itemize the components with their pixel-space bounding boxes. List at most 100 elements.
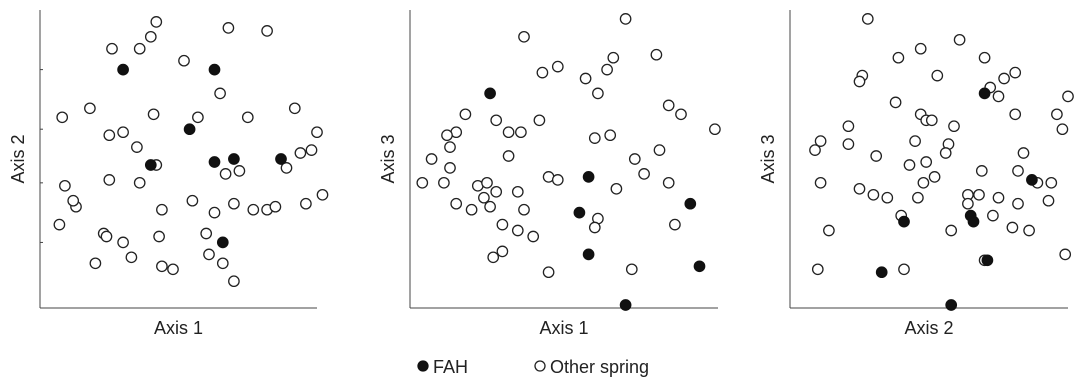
other-spring-point bbox=[131, 141, 143, 153]
fah-point bbox=[898, 215, 910, 228]
other-spring-point bbox=[928, 171, 941, 183]
other-spring-point bbox=[153, 230, 165, 243]
other-spring-point bbox=[438, 176, 450, 189]
fah-point bbox=[978, 87, 991, 100]
other-spring-point bbox=[625, 263, 638, 276]
other-spring-point bbox=[903, 159, 916, 171]
fah-point bbox=[117, 63, 129, 76]
other-spring-point bbox=[536, 66, 549, 79]
other-spring-point bbox=[1012, 165, 1024, 177]
other-spring-point bbox=[502, 150, 515, 162]
other-spring-point bbox=[892, 51, 905, 64]
other-spring-point bbox=[1062, 90, 1074, 103]
other-spring-point bbox=[1056, 123, 1069, 136]
other-spring-point bbox=[511, 185, 524, 198]
legend-other-marker bbox=[534, 360, 546, 372]
scatter-panel-1: Axis 1 Axis 2 bbox=[8, 10, 329, 338]
other-spring-point bbox=[53, 218, 66, 231]
other-spring-point bbox=[300, 197, 312, 210]
other-spring-point bbox=[669, 218, 681, 231]
other-spring-point bbox=[200, 227, 213, 240]
other-spring-point bbox=[490, 185, 503, 198]
other-spring-point bbox=[610, 182, 623, 195]
other-spring-point bbox=[650, 48, 663, 61]
other-spring-point bbox=[490, 114, 503, 127]
other-spring-point bbox=[973, 188, 985, 201]
other-spring-point bbox=[592, 87, 604, 100]
other-spring-point bbox=[216, 257, 229, 270]
fah-point bbox=[967, 215, 980, 228]
other-spring-point bbox=[853, 75, 866, 88]
other-spring-point bbox=[604, 129, 617, 142]
other-spring-point bbox=[441, 129, 453, 142]
other-spring-point bbox=[444, 162, 456, 174]
other-spring-point bbox=[607, 51, 620, 64]
x-axis-label: Axis 1 bbox=[539, 318, 588, 338]
other-spring-point bbox=[247, 203, 260, 216]
other-spring-point bbox=[898, 263, 910, 276]
other-spring-point bbox=[144, 30, 157, 43]
other-spring-point bbox=[953, 33, 966, 46]
other-spring-point bbox=[889, 96, 902, 109]
other-spring-point bbox=[975, 165, 988, 177]
other-spring-point bbox=[814, 135, 827, 147]
other-spring-point bbox=[998, 72, 1010, 85]
other-spring-point bbox=[103, 174, 116, 186]
other-spring-point bbox=[167, 263, 179, 276]
other-spring-point bbox=[305, 144, 318, 156]
other-spring-point bbox=[823, 224, 835, 237]
x-axis-label: Axis 2 bbox=[904, 318, 953, 338]
other-spring-point bbox=[106, 42, 118, 55]
scatter-panels: Axis 1 Axis 2 Axis 1 Axis 3 Axis 2 Axis 3 bbox=[8, 10, 1074, 338]
other-spring-point bbox=[1023, 224, 1035, 237]
other-spring-point bbox=[459, 108, 472, 121]
fah-point bbox=[228, 153, 240, 165]
other-spring-point bbox=[628, 153, 641, 165]
other-spring-point bbox=[527, 230, 540, 243]
other-spring-point bbox=[241, 111, 254, 124]
other-spring-point bbox=[100, 230, 113, 243]
fah-point bbox=[981, 254, 994, 267]
other-spring-point bbox=[1051, 108, 1063, 121]
other-spring-point bbox=[675, 108, 687, 121]
other-spring-point bbox=[978, 51, 991, 64]
other-spring-point bbox=[948, 120, 960, 133]
other-spring-point bbox=[89, 257, 102, 270]
other-spring-point bbox=[150, 16, 163, 28]
other-spring-point bbox=[588, 132, 601, 144]
other-spring-point bbox=[478, 191, 490, 204]
other-spring-point bbox=[912, 191, 924, 204]
other-spring-point bbox=[496, 218, 509, 231]
other-spring-point bbox=[914, 42, 927, 55]
other-spring-point bbox=[294, 147, 307, 159]
other-spring-point bbox=[881, 191, 894, 204]
legend-other-label: Other spring bbox=[550, 357, 649, 377]
other-spring-point bbox=[228, 197, 240, 210]
other-spring-point bbox=[511, 224, 524, 237]
other-spring-point bbox=[269, 200, 282, 213]
other-spring-point bbox=[311, 126, 323, 139]
fah-point bbox=[684, 197, 697, 210]
other-spring-point bbox=[1009, 108, 1022, 121]
other-spring-point bbox=[542, 266, 555, 279]
other-spring-point bbox=[1017, 147, 1030, 159]
fah-point bbox=[208, 156, 221, 168]
other-spring-point bbox=[917, 176, 930, 189]
other-spring-point bbox=[619, 13, 632, 25]
fah-point bbox=[183, 123, 196, 136]
other-spring-point bbox=[59, 179, 71, 192]
other-spring-point bbox=[1045, 176, 1058, 189]
other-spring-point bbox=[515, 126, 527, 139]
other-spring-point bbox=[444, 141, 456, 153]
other-spring-point bbox=[416, 176, 429, 189]
legend-fah-label: FAH bbox=[433, 357, 468, 377]
fah-point bbox=[1026, 174, 1038, 186]
other-spring-point bbox=[931, 69, 944, 82]
other-spring-point bbox=[117, 126, 129, 139]
other-spring-point bbox=[450, 197, 463, 210]
other-spring-point bbox=[125, 251, 138, 264]
other-spring-point bbox=[481, 176, 493, 189]
other-spring-point bbox=[214, 87, 226, 100]
fah-point bbox=[945, 299, 958, 311]
other-spring-point bbox=[814, 176, 827, 189]
